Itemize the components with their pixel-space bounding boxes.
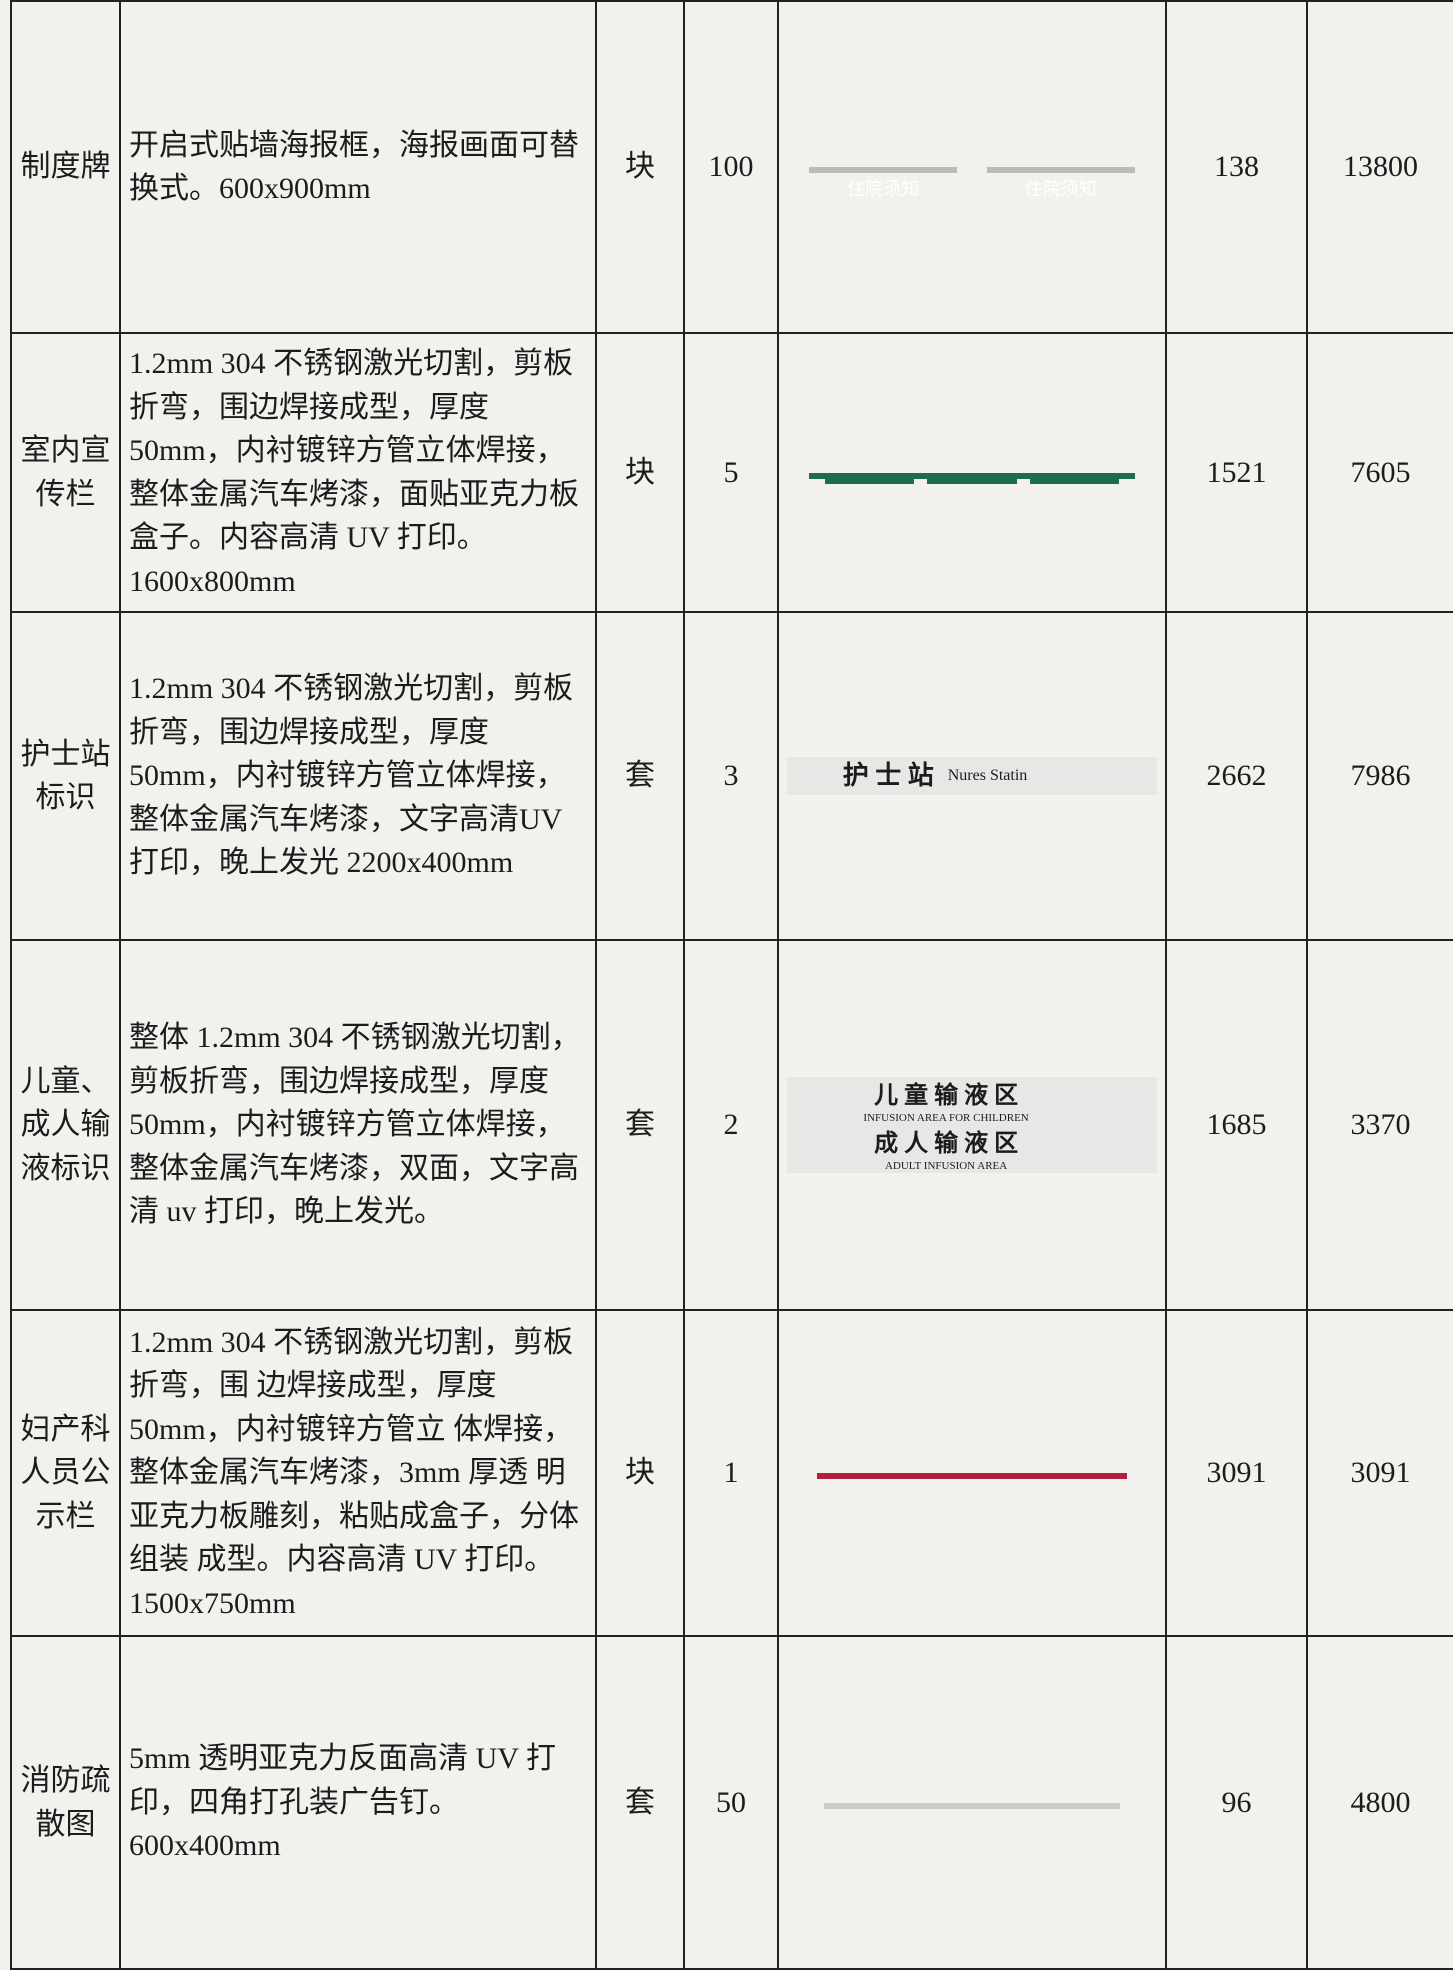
item-unit-price: 138 bbox=[1165, 0, 1308, 334]
item-unit-price: 1521 bbox=[1165, 332, 1308, 613]
item-image bbox=[777, 332, 1167, 613]
table-body: 制度牌 开启式贴墙海报框，海报画面可替换式。600x900mm 块 100 住院须知 住院… bbox=[10, 0, 1453, 1970]
item-name: 儿童、成人输液标识 bbox=[10, 939, 121, 1311]
sign-text: Nures Statin bbox=[947, 767, 1028, 785]
item-total: 7986 bbox=[1306, 611, 1453, 941]
item-total: 3091 bbox=[1306, 1309, 1453, 1637]
table-row: 妇产科人员公示栏 1.2mm 304 不锈钢激光切割，剪板折弯，围 边焊接成型，厚… bbox=[10, 1309, 1453, 1637]
sign-text: 护 士 站 bbox=[842, 761, 934, 791]
sign-subtext: ADULT INFUSION AREA bbox=[884, 1160, 1008, 1172]
item-description: 5mm 透明亚克力反面高清 UV 打印，四角打孔装广告钉。600x400mm bbox=[119, 1635, 597, 1970]
item-description: 开启式贴墙海报框，海报画面可替换式。600x900mm bbox=[119, 0, 597, 334]
board bbox=[816, 1473, 1128, 1479]
item-image bbox=[777, 1309, 1167, 1637]
item-image: 住院须知 住院须知 bbox=[777, 0, 1167, 334]
table-row: 儿童、成人输液标识 整体 1.2mm 304 不锈钢激光切割，剪板折弯，围边焊接成… bbox=[10, 939, 1453, 1311]
item-unit-price: 1685 bbox=[1165, 939, 1308, 1311]
item-description: 1.2mm 304 不锈钢激光切割，剪板折弯，围边焊接成型，厚度50mm，内衬镀… bbox=[119, 611, 597, 941]
item-unit: 套 bbox=[595, 1635, 685, 1970]
item-name: 制度牌 bbox=[10, 0, 121, 334]
table-row: 制度牌 开启式贴墙海报框，海报画面可替换式。600x900mm 块 100 住院须知 住院… bbox=[10, 0, 1453, 334]
sign-text: 成 人 输 液 区 bbox=[874, 1131, 1019, 1157]
item-total: 7605 bbox=[1306, 332, 1453, 613]
sign: 护 士 站 Nures Statin bbox=[787, 757, 1083, 795]
item-name: 护士站标识 bbox=[10, 611, 121, 941]
item-unit: 块 bbox=[595, 0, 685, 334]
item-image bbox=[777, 1635, 1167, 1970]
sign-subtext: INFUSION AREA FOR CHILDREN bbox=[863, 1112, 1029, 1124]
board bbox=[809, 472, 1135, 484]
map bbox=[824, 1802, 1120, 1809]
item-image: 儿 童 输 液 区 INFUSION AREA FOR CHILDREN 成 人 输… bbox=[777, 939, 1167, 1311]
item-quantity: 1 bbox=[683, 1309, 779, 1637]
poster: 住院须知 bbox=[809, 167, 958, 200]
panel bbox=[1029, 475, 1119, 484]
item-unit: 块 bbox=[595, 332, 685, 613]
item-name: 消防疏散图 bbox=[10, 1635, 121, 1970]
item-unit: 套 bbox=[595, 939, 685, 1311]
item-description: 整体 1.2mm 304 不锈钢激光切割，剪板折弯，围边焊接成型，厚度 50mm… bbox=[119, 939, 597, 1311]
image-sketch: 儿 童 输 液 区 INFUSION AREA FOR CHILDREN 成 人 输… bbox=[787, 1077, 1157, 1173]
item-quantity: 3 bbox=[683, 611, 779, 941]
sign: 儿 童 输 液 区 INFUSION AREA FOR CHILDREN bbox=[787, 1077, 1105, 1125]
table-row: 室内宣传栏 1.2mm 304 不锈钢激光切割，剪板折弯，围边焊接成型，厚度50m… bbox=[10, 332, 1453, 613]
item-name: 室内宣传栏 bbox=[10, 332, 121, 613]
item-total: 13800 bbox=[1306, 0, 1453, 334]
item-unit-price: 2662 bbox=[1165, 611, 1308, 941]
item-description: 1.2mm 304 不锈钢激光切割，剪板折弯，围 边焊接成型，厚度50mm，内衬… bbox=[119, 1309, 597, 1637]
panel bbox=[824, 475, 915, 484]
item-quantity: 100 bbox=[683, 0, 779, 334]
table-row: 消防疏散图 5mm 透明亚克力反面高清 UV 打印，四角打孔装广告钉。600x40… bbox=[10, 1635, 1453, 1970]
poster: 住院须知 bbox=[986, 167, 1135, 200]
item-unit-price: 3091 bbox=[1165, 1309, 1308, 1637]
table-row: 护士站标识 1.2mm 304 不锈钢激光切割，剪板折弯，围边焊接成型，厚度50m… bbox=[10, 611, 1453, 941]
item-total: 4800 bbox=[1306, 1635, 1453, 1970]
image-sketch: 护 士 站 Nures Statin bbox=[787, 757, 1157, 795]
sign-text: 儿 童 输 液 区 bbox=[874, 1083, 1019, 1109]
item-total: 3370 bbox=[1306, 939, 1453, 1311]
item-description: 1.2mm 304 不锈钢激光切割，剪板折弯，围边焊接成型，厚度50mm，内衬镀… bbox=[119, 332, 597, 613]
item-unit: 套 bbox=[595, 611, 685, 941]
item-quantity: 2 bbox=[683, 939, 779, 1311]
item-unit-price: 96 bbox=[1165, 1635, 1308, 1970]
item-unit: 块 bbox=[595, 1309, 685, 1637]
panel bbox=[927, 475, 1017, 484]
item-image: 护 士 站 Nures Statin bbox=[777, 611, 1167, 941]
item-table: 制度牌 开启式贴墙海报框，海报画面可替换式。600x900mm 块 100 住院须知 住院… bbox=[10, 0, 1453, 1970]
sign: 成 人 输 液 区 ADULT INFUSION AREA bbox=[787, 1125, 1105, 1173]
item-name: 妇产科人员公示栏 bbox=[10, 1309, 121, 1637]
item-quantity: 50 bbox=[683, 1635, 779, 1970]
item-quantity: 5 bbox=[683, 332, 779, 613]
